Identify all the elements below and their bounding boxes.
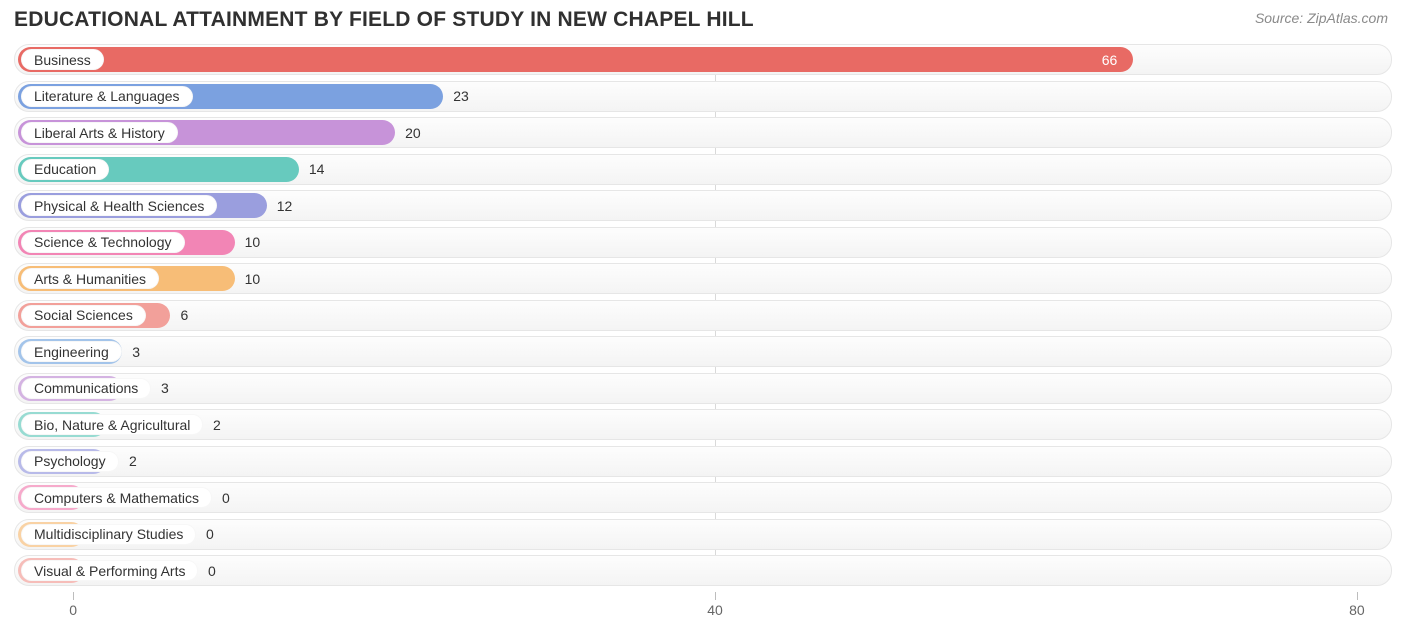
value-label: 3 bbox=[161, 376, 169, 401]
axis-tick-label: 0 bbox=[69, 602, 77, 618]
value-label: 14 bbox=[309, 157, 325, 182]
category-pill: Bio, Nature & Agricultural bbox=[21, 414, 203, 435]
bar-row: Psychology 2 bbox=[14, 446, 1392, 477]
category-pill: Physical & Health Sciences bbox=[21, 195, 217, 216]
bar-row: Communications 3 bbox=[14, 373, 1392, 404]
axis-tick-label: 80 bbox=[1349, 602, 1365, 618]
x-axis: 0 40 80 bbox=[14, 592, 1392, 620]
bar-fill bbox=[18, 47, 1133, 72]
category-pill: Engineering bbox=[21, 341, 122, 362]
value-label: 3 bbox=[132, 339, 140, 364]
value-label: 0 bbox=[208, 558, 216, 583]
bar-row: Science & Technology 10 bbox=[14, 227, 1392, 258]
category-pill: Science & Technology bbox=[21, 232, 185, 253]
value-label: 6 bbox=[180, 303, 188, 328]
category-pill: Business bbox=[21, 49, 104, 70]
value-label: 10 bbox=[245, 230, 261, 255]
bar-row: Business 66 bbox=[14, 44, 1392, 75]
category-pill: Education bbox=[21, 159, 109, 180]
value-label: 20 bbox=[405, 120, 421, 145]
axis-tick-label: 40 bbox=[707, 602, 723, 618]
category-pill: Visual & Performing Arts bbox=[21, 560, 198, 581]
chart-header: EDUCATIONAL ATTAINMENT BY FIELD OF STUDY… bbox=[0, 0, 1406, 36]
bar-row: Computers & Mathematics 0 bbox=[14, 482, 1392, 513]
bar-row: Literature & Languages 23 bbox=[14, 81, 1392, 112]
chart-source: Source: ZipAtlas.com bbox=[1255, 10, 1388, 26]
axis-tick bbox=[1357, 592, 1358, 600]
bar-row: Education 14 bbox=[14, 154, 1392, 185]
chart-title: EDUCATIONAL ATTAINMENT BY FIELD OF STUDY… bbox=[14, 8, 754, 32]
category-pill: Computers & Mathematics bbox=[21, 487, 212, 508]
bars-container: Business66Literature & Languages23Libera… bbox=[14, 44, 1392, 586]
bar-row: Physical & Health Sciences 12 bbox=[14, 190, 1392, 221]
value-label: 12 bbox=[277, 193, 293, 218]
chart-area: Business66Literature & Languages23Libera… bbox=[0, 36, 1406, 586]
category-pill: Social Sciences bbox=[21, 305, 146, 326]
bar-row: Bio, Nature & Agricultural 2 bbox=[14, 409, 1392, 440]
value-label: 10 bbox=[245, 266, 261, 291]
value-label: 66 bbox=[1102, 47, 1118, 72]
value-label: 2 bbox=[213, 412, 221, 437]
category-pill: Liberal Arts & History bbox=[21, 122, 178, 143]
bar-row: Social Sciences 6 bbox=[14, 300, 1392, 331]
bar-row: Arts & Humanities 10 bbox=[14, 263, 1392, 294]
bar-row: Engineering 3 bbox=[14, 336, 1392, 367]
category-pill: Psychology bbox=[21, 451, 119, 472]
bar-row: Liberal Arts & History 20 bbox=[14, 117, 1392, 148]
bar-row: Multidisciplinary Studies 0 bbox=[14, 519, 1392, 550]
axis-tick bbox=[715, 592, 716, 600]
value-label: 0 bbox=[222, 485, 230, 510]
category-pill: Literature & Languages bbox=[21, 86, 193, 107]
value-label: 23 bbox=[453, 84, 469, 109]
category-pill: Arts & Humanities bbox=[21, 268, 159, 289]
axis-tick bbox=[73, 592, 74, 600]
bar-row: Visual & Performing Arts 0 bbox=[14, 555, 1392, 586]
value-label: 0 bbox=[206, 522, 214, 547]
category-pill: Communications bbox=[21, 378, 151, 399]
category-pill: Multidisciplinary Studies bbox=[21, 524, 196, 545]
value-label: 2 bbox=[129, 449, 137, 474]
